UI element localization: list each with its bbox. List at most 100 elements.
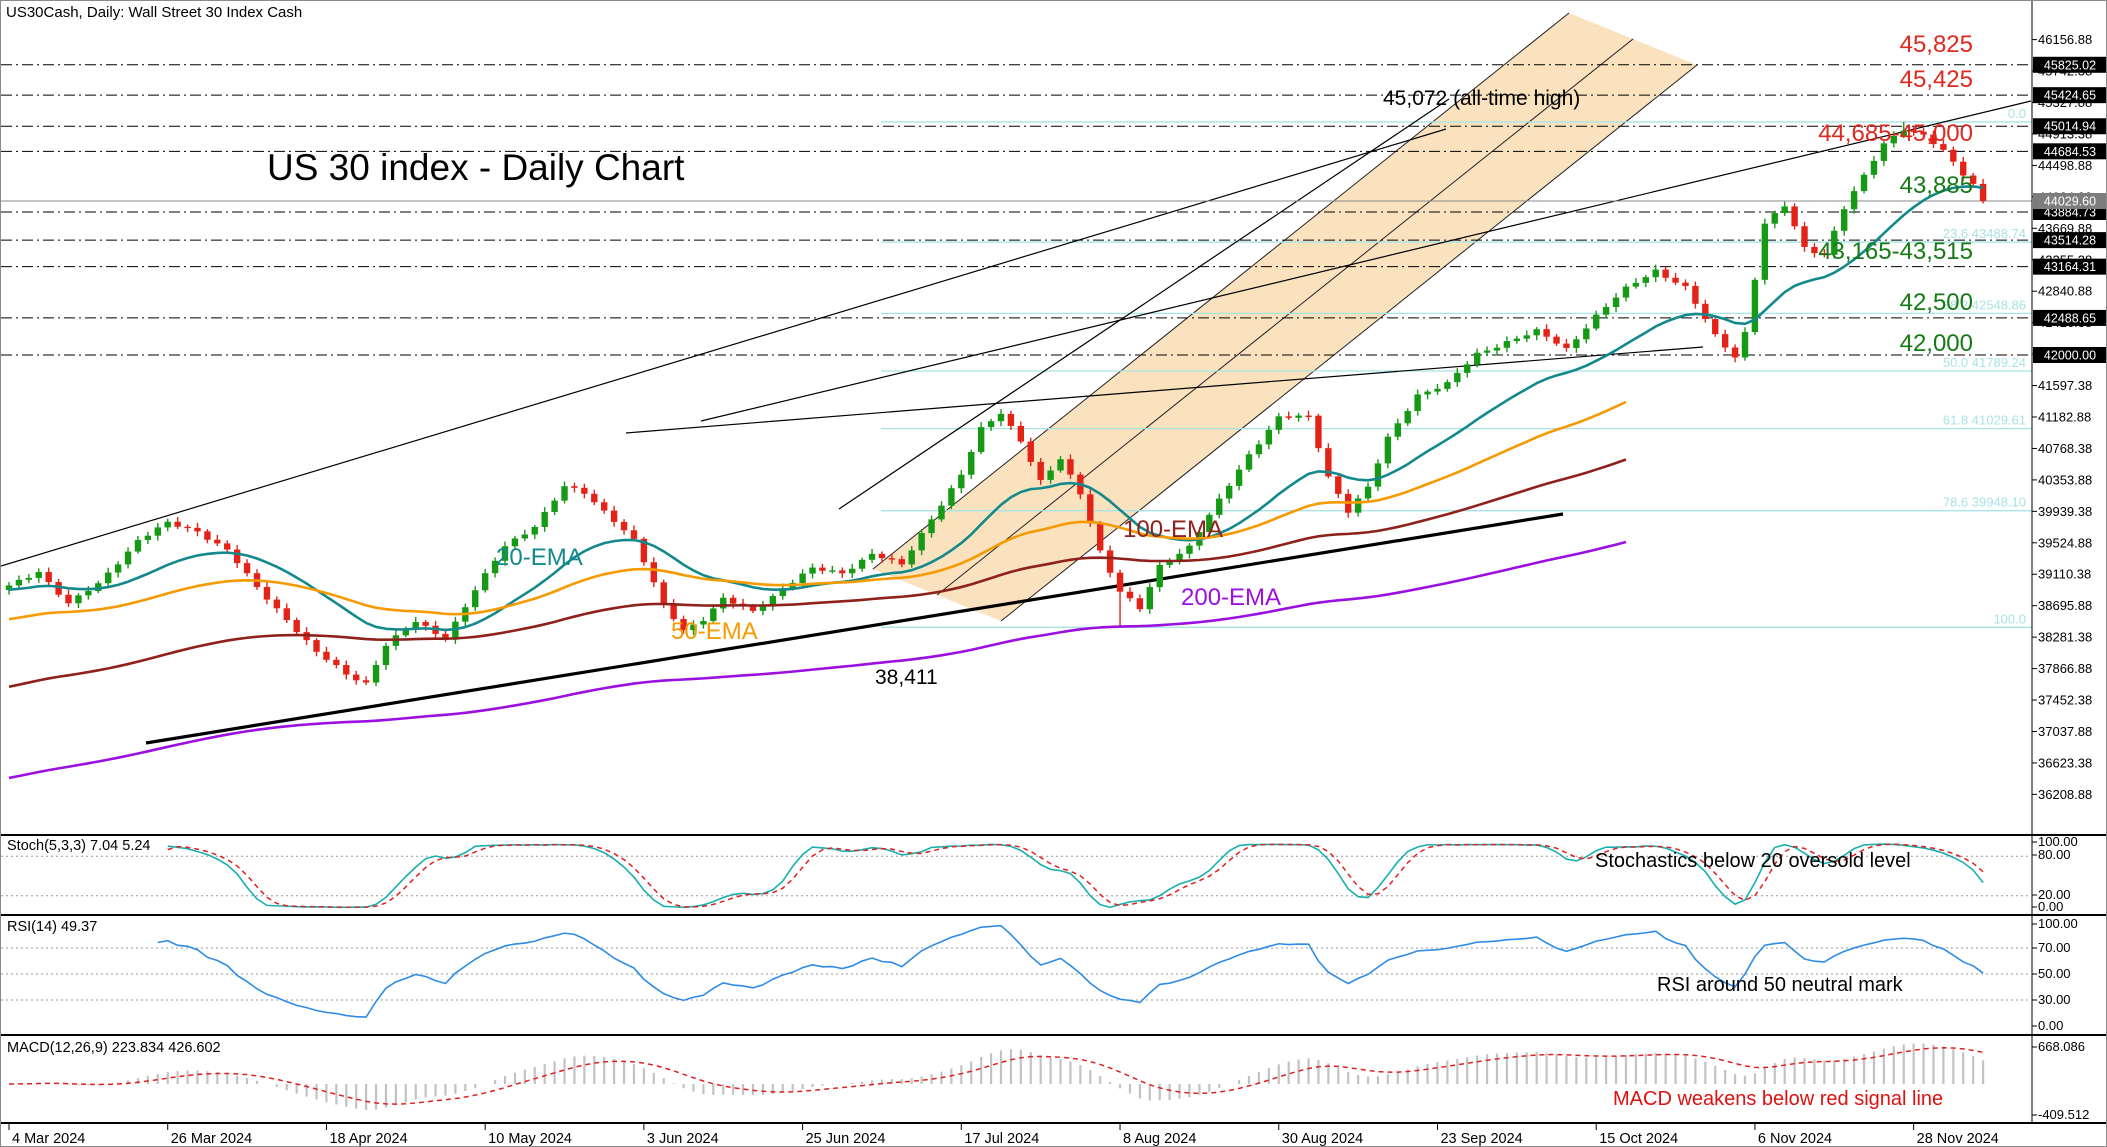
candle-body	[720, 597, 727, 609]
candle-body	[452, 621, 459, 640]
candle-body	[610, 510, 618, 522]
candle-body	[1166, 561, 1173, 565]
time-axis-region[interactable]	[1, 1124, 2107, 1147]
price-axis-label: 37037.88	[2038, 724, 2092, 739]
candle-body	[35, 572, 42, 578]
candle-body	[1712, 319, 1719, 335]
candle-body	[1731, 347, 1739, 358]
panel-separator-2	[1, 1034, 2106, 1036]
ema-20-line	[8, 185, 1984, 632]
candle-body	[1662, 269, 1669, 278]
stoch-k-line	[167, 843, 1984, 909]
candle-body	[660, 582, 667, 604]
level-price-box-label: 42488.65	[2044, 311, 2096, 325]
candle-body	[214, 539, 221, 544]
price-axis-label: 46156.88	[2038, 32, 2092, 47]
candle-body	[1414, 394, 1421, 412]
price-axis-label: 43669.88	[2038, 221, 2092, 236]
stoch-axis-label: 100.00	[2038, 834, 2078, 849]
candle-body	[224, 543, 231, 550]
candle-body	[65, 594, 72, 604]
candle-body	[1741, 332, 1749, 358]
candle-body	[958, 474, 965, 489]
candle-body	[1583, 328, 1590, 340]
candle-body	[630, 530, 638, 539]
candle-body	[601, 502, 608, 511]
candle-body	[1364, 486, 1372, 499]
date-label: 18 Apr 2024	[329, 1131, 407, 1147]
price-axis-region[interactable]	[2032, 1, 2107, 1122]
candle-body	[1791, 206, 1798, 227]
candle-body	[1265, 429, 1273, 445]
rsi-annotation: RSI around 50 neutral mark	[1657, 974, 1903, 996]
candle-body	[1087, 494, 1094, 524]
current-price-box	[2033, 193, 2106, 210]
candle-body	[1960, 161, 1967, 176]
candle-body	[491, 560, 499, 574]
candle-body	[729, 597, 737, 604]
candle-body	[759, 605, 767, 611]
candle-body	[283, 608, 290, 621]
candle-body	[402, 629, 409, 636]
resistance-zone-label: 44,685-45,000	[1818, 120, 1973, 147]
candle-body	[1067, 459, 1074, 475]
support-label-42500: 42,500	[1899, 289, 1973, 316]
candle-body	[1206, 514, 1213, 533]
chart-title: US 30 index - Daily Chart	[267, 147, 685, 188]
date-label: 26 Mar 2024	[171, 1131, 252, 1147]
candle-body	[1483, 350, 1491, 353]
candle-body	[948, 488, 955, 506]
candle-body	[551, 500, 558, 512]
price-axis-label: 42840.88	[2038, 284, 2092, 299]
candle-body	[1097, 523, 1104, 551]
candle-body	[372, 665, 380, 683]
macd-signal-line	[8, 1047, 1984, 1105]
candle-body	[819, 567, 826, 571]
candle-body	[987, 421, 995, 428]
candle-body	[1176, 553, 1183, 562]
candle-body	[1216, 498, 1223, 515]
candle-body	[273, 599, 281, 609]
candle-body	[243, 563, 251, 574]
level-price-box	[2033, 309, 2106, 326]
candle-body	[1652, 269, 1659, 278]
price-axis-label: 38695.88	[2038, 598, 2092, 613]
candle-body	[1503, 341, 1511, 348]
candle-body	[1235, 469, 1243, 486]
candle-body	[1940, 144, 1947, 150]
candle-body	[521, 534, 529, 539]
candle-body	[1821, 253, 1828, 255]
candle-body	[501, 546, 509, 561]
level-price-box-label: 43514.28	[2044, 234, 2096, 248]
candle-body	[531, 526, 538, 535]
date-label: 4 Mar 2024	[12, 1131, 85, 1147]
candle-body	[1106, 550, 1114, 573]
trendline-3	[700, 100, 2032, 422]
candle-body	[481, 573, 489, 591]
ema-100-line	[8, 458, 1627, 689]
date-label: 28 Nov 2024	[1917, 1131, 1999, 1147]
candle-body	[620, 521, 628, 531]
candle-body	[1543, 329, 1550, 337]
candle-body	[144, 535, 152, 540]
candle-body	[1553, 336, 1560, 344]
date-label: 17 Jul 2024	[964, 1131, 1039, 1147]
fib-label: 38.2 42548.86	[1943, 297, 2026, 312]
candle-body	[1682, 282, 1689, 286]
fib-label: 0.0	[2008, 106, 2026, 121]
candle-body	[164, 521, 171, 528]
price-axis-label: 37866.88	[2038, 661, 2092, 676]
candle-body	[1017, 425, 1025, 442]
price-axis-label: 39524.88	[2038, 535, 2092, 550]
panel-separator-0	[1, 834, 2106, 836]
candle-body	[1454, 372, 1461, 383]
candle-body	[1523, 335, 1530, 339]
candle-body	[1047, 470, 1054, 480]
swing-low-annotation: 38,411	[875, 666, 938, 689]
candle-body	[1950, 149, 1957, 162]
candle-body	[1900, 130, 1907, 137]
candle-body	[1622, 286, 1630, 298]
ema-200-line	[8, 540, 1627, 780]
candle-body	[1315, 415, 1322, 449]
